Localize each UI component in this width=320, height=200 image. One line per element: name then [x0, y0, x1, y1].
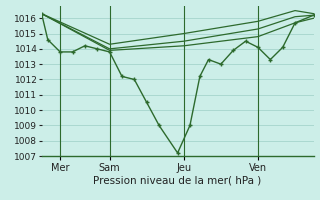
X-axis label: Pression niveau de la mer( hPa ): Pression niveau de la mer( hPa ): [93, 176, 262, 186]
